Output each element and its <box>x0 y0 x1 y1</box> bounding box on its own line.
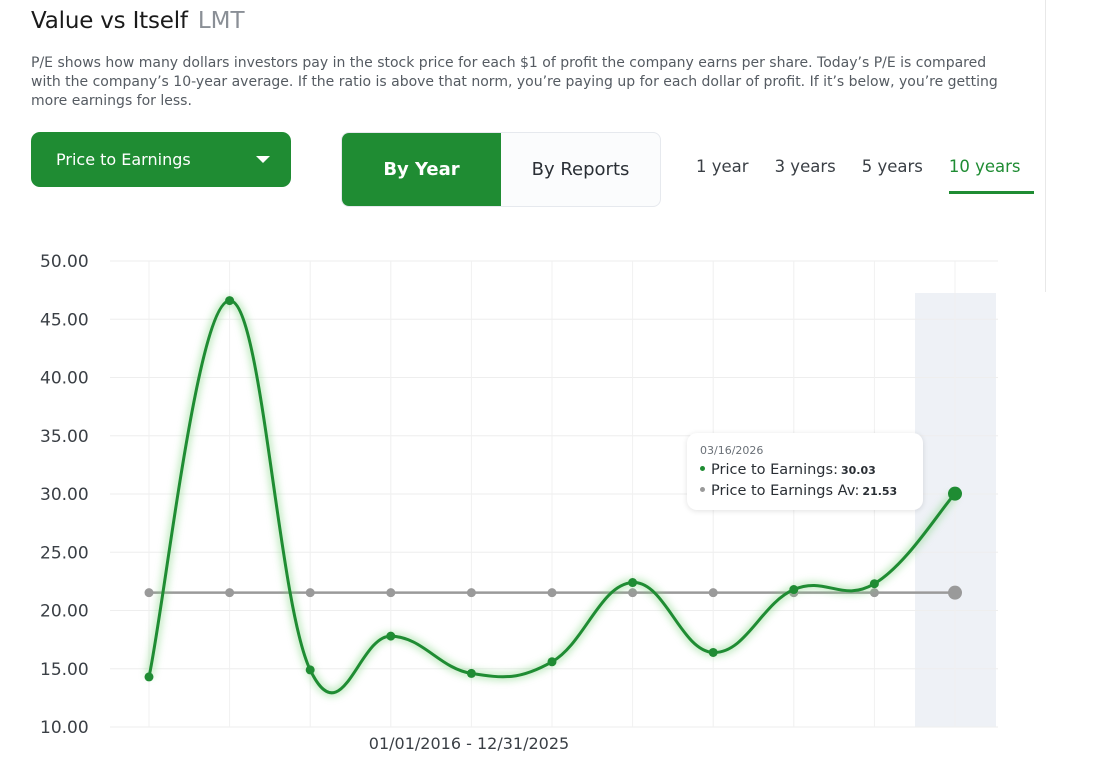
panel-divider <box>1045 0 1046 292</box>
pe-point <box>948 486 962 501</box>
y-tick-label: 35.00 <box>40 427 89 447</box>
pe-point <box>144 672 154 682</box>
y-tick-label: 20.00 <box>40 602 89 622</box>
pe-point <box>869 579 879 589</box>
average-point <box>547 588 557 598</box>
pe-point <box>789 585 799 595</box>
pe-line-chart: 50.00 45.00 40.00 35.00 30.00 25.00 20.00 15.00… <box>40 252 998 753</box>
y-tick-label: 15.00 <box>40 660 89 680</box>
average-point <box>628 588 638 598</box>
y-tick-label: 45.00 <box>40 310 89 330</box>
y-tick-label: 30.00 <box>40 485 89 505</box>
pe-point <box>225 296 235 306</box>
average-point <box>305 588 315 598</box>
page-title: Value vs Itself <box>31 8 188 34</box>
tab-3-years[interactable]: 3 years <box>774 157 836 176</box>
description-text: P/E shows how many dollars investors pay… <box>31 55 998 109</box>
series-price-to-earnings <box>144 296 962 697</box>
series-average <box>144 585 962 600</box>
pe-point <box>547 657 557 667</box>
pe-point <box>386 631 396 641</box>
pe-point <box>708 647 718 657</box>
by-year-button[interactable]: By Year <box>342 133 501 206</box>
range-tabs: 1 year 3 years 5 years 10 years <box>683 150 1034 194</box>
header: Value vs Itself LMT <box>31 8 245 34</box>
y-axis: 50.00 45.00 40.00 35.00 30.00 25.00 20.00 15.00… <box>40 252 89 738</box>
average-point <box>225 588 235 598</box>
tooltip-avg-value: 21.53 <box>862 485 898 498</box>
tooltip-pe-value: 30.03 <box>840 464 876 477</box>
green-dot-icon <box>700 465 705 471</box>
pe-point <box>466 668 476 678</box>
average-point <box>466 588 476 598</box>
y-tick-label: 40.00 <box>40 369 89 389</box>
tooltip-row-pe: Price to Earnings: 30.03 <box>700 460 910 481</box>
tooltip-row-avg: Price to Earnings Av: 21.53 <box>700 481 910 502</box>
average-point <box>948 585 962 600</box>
metric-dropdown[interactable]: Price to Earnings <box>31 132 291 187</box>
chart-tooltip: 03/16/2026 Price to Earnings: 30.03 Price… <box>687 433 923 510</box>
tooltip-date: 03/16/2026 <box>700 444 764 457</box>
y-tick-label: 10.00 <box>40 718 89 738</box>
y-tick-label: 50.00 <box>40 252 89 272</box>
tab-5-years[interactable]: 5 years <box>861 157 923 176</box>
y-tick-label: 25.00 <box>40 543 89 563</box>
pe-point <box>628 578 638 588</box>
mode-toggle: By Year By Reports <box>341 132 661 207</box>
tab-10-years[interactable]: 10 years <box>936 150 1034 194</box>
by-reports-button[interactable]: By Reports <box>531 159 630 180</box>
ticker-symbol: LMT <box>197 8 245 34</box>
average-point <box>386 588 396 598</box>
average-point <box>144 588 154 598</box>
tab-1-year[interactable]: 1 year <box>696 157 749 176</box>
caret-down-icon <box>256 156 270 163</box>
tooltip-avg-label: Price to Earnings Av: <box>711 483 860 499</box>
average-point <box>708 588 718 598</box>
tooltip-pe-label: Price to Earnings: <box>711 462 838 478</box>
gray-dot-icon <box>700 486 705 492</box>
pe-point <box>305 665 315 675</box>
metric-dropdown-label: Price to Earnings <box>56 150 191 169</box>
x-axis-label: 01/01/2016 - 12/31/2025 <box>369 734 569 753</box>
average-point <box>869 588 879 598</box>
